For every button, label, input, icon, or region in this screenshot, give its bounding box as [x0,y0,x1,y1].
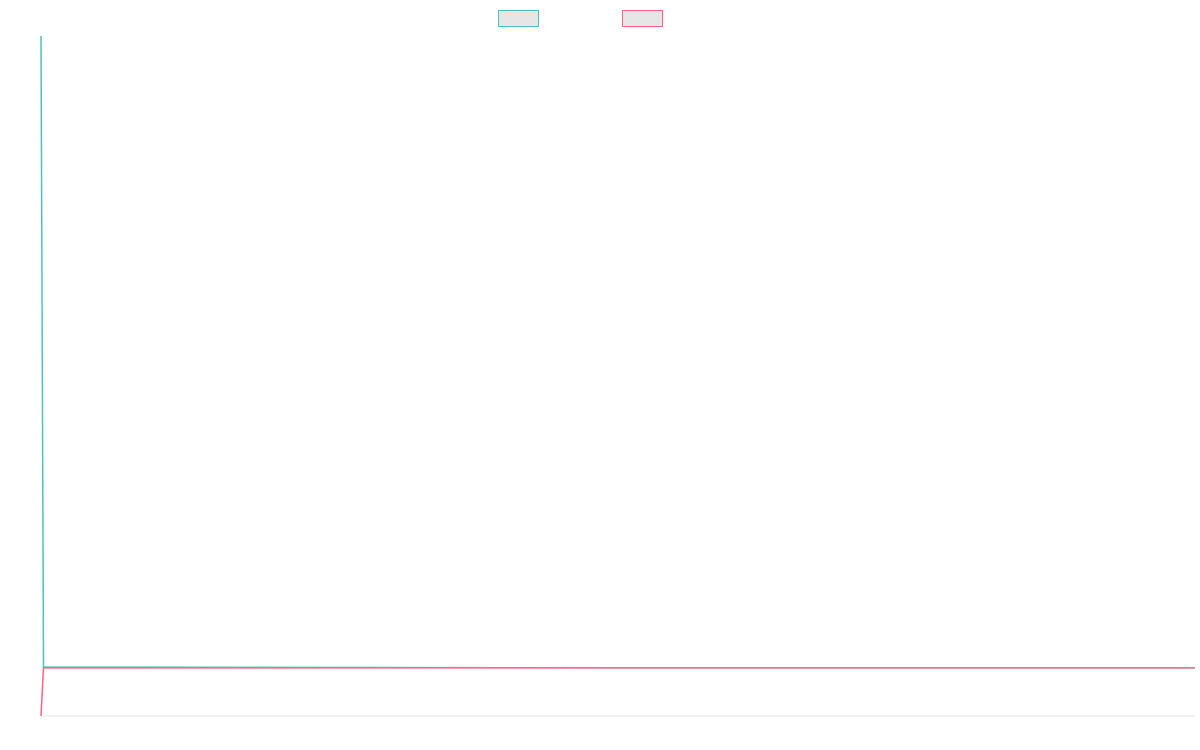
legend [498,10,663,27]
series-line-1 [40,35,1195,669]
plot-area [40,35,1195,717]
legend-swatch-1[interactable] [498,10,539,27]
series-layer [40,35,1195,717]
legend-swatch-2[interactable] [622,10,663,27]
series-line-2 [40,667,1195,717]
